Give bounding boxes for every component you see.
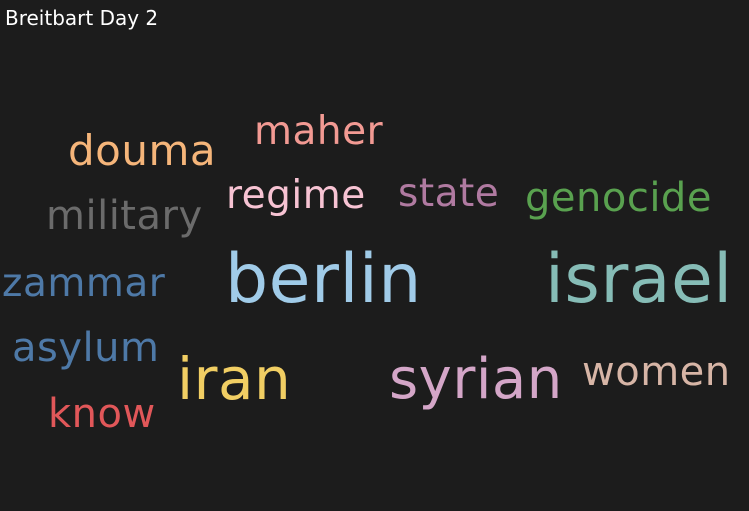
word-zammar: zammar <box>2 261 166 306</box>
word-regime: regime <box>226 173 366 218</box>
word-women: women <box>582 349 731 395</box>
word-douma: douma <box>68 126 217 175</box>
word-israel: israel <box>545 240 733 319</box>
word-military: military <box>46 193 203 239</box>
word-know: know <box>48 391 156 437</box>
word-genocide: genocide <box>525 175 712 221</box>
word-state: state <box>398 171 500 216</box>
word-maher: maher <box>254 109 384 154</box>
word-berlin: berlin <box>225 240 422 319</box>
word-asylum: asylum <box>12 325 160 371</box>
word-syrian: syrian <box>389 347 563 412</box>
chart-title: Breitbart Day 2 <box>5 6 159 30</box>
word-iran: iran <box>177 345 292 413</box>
